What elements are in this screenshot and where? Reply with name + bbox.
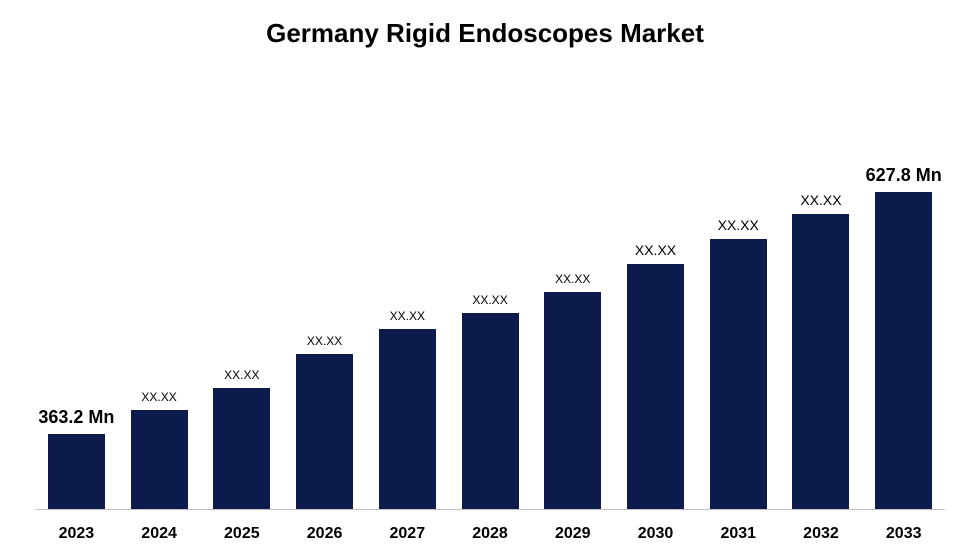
x-axis-label: 2033 [862, 525, 945, 543]
x-axis-label: 2029 [531, 525, 614, 543]
bar-wrapper: 627.8 Mn [862, 75, 945, 509]
x-axis: 2023202420252026202720282029203020312032… [35, 525, 945, 543]
x-axis-label: 2025 [200, 525, 283, 543]
bar-wrapper: XX.XX [449, 75, 532, 509]
bar-wrapper: XX.XX [200, 75, 283, 509]
x-axis-label: 2026 [283, 525, 366, 543]
chart-title: Germany Rigid Endoscopes Market [0, 0, 970, 49]
bar [544, 292, 601, 510]
bar [213, 388, 270, 509]
x-axis-label: 2031 [697, 525, 780, 543]
bar [875, 192, 932, 509]
bar [379, 329, 436, 509]
bar [792, 214, 849, 509]
bar-wrapper: XX.XX [366, 75, 449, 509]
bar [296, 354, 353, 509]
bar [462, 313, 519, 509]
x-axis-label: 2030 [614, 525, 697, 543]
x-axis-label: 2032 [780, 525, 863, 543]
bar-wrapper: XX.XX [531, 75, 614, 509]
bar-wrapper: XX.XX [118, 75, 201, 509]
bar-wrapper: XX.XX [283, 75, 366, 509]
bar [627, 264, 684, 509]
bar-wrapper: 363.2 Mn [35, 75, 118, 509]
bar-wrapper: XX.XX [780, 75, 863, 509]
bar-wrapper: XX.XX [614, 75, 697, 509]
bar [131, 410, 188, 509]
x-axis-label: 2024 [118, 525, 201, 543]
bar-value-label: 627.8 Mn [844, 165, 964, 186]
chart-plot-area: 363.2 MnXX.XXXX.XXXX.XXXX.XXXX.XXXX.XXXX… [35, 75, 945, 510]
x-axis-label: 2028 [449, 525, 532, 543]
bar [48, 434, 105, 509]
bar-wrapper: XX.XX [697, 75, 780, 509]
x-axis-label: 2023 [35, 525, 118, 543]
bars-container: 363.2 MnXX.XXXX.XXXX.XXXX.XXXX.XXXX.XXXX… [35, 75, 945, 509]
bar [710, 239, 767, 509]
x-axis-label: 2027 [366, 525, 449, 543]
